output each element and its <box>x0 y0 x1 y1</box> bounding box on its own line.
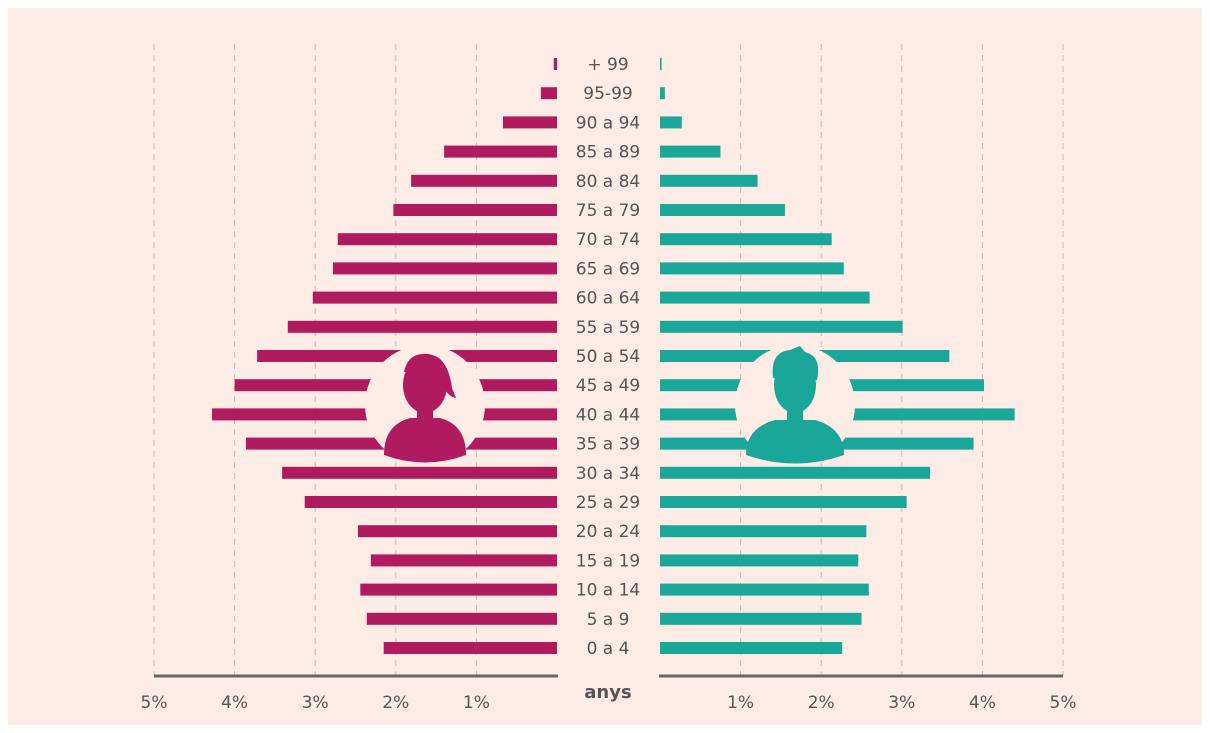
bar <box>660 262 844 275</box>
bar <box>553 58 557 70</box>
category-label: 50 a 54 <box>576 347 641 367</box>
x-tick-label: 4% <box>969 693 996 713</box>
category-label: 80 a 84 <box>576 172 641 192</box>
bar <box>660 554 859 567</box>
bar <box>383 642 557 654</box>
bar <box>660 204 785 216</box>
bar <box>332 262 557 275</box>
category-label: 55 a 59 <box>576 318 641 338</box>
bar <box>660 496 907 508</box>
bar <box>660 87 665 100</box>
category-label: 40 a 44 <box>576 405 641 425</box>
category-label: 10 a 14 <box>576 581 641 601</box>
category-label: 95-99 <box>583 84 632 104</box>
bar <box>660 525 867 538</box>
bar <box>660 233 832 246</box>
category-label: 35 a 39 <box>576 435 641 455</box>
category-label: 0 a 4 <box>587 639 630 659</box>
category-label: 90 a 94 <box>576 113 641 133</box>
x-tick-label: 5% <box>1050 693 1077 713</box>
bar <box>660 145 721 158</box>
background <box>8 8 1202 725</box>
bar <box>660 116 682 129</box>
bar <box>660 642 843 654</box>
bar <box>287 320 557 333</box>
bar <box>660 291 870 304</box>
bar <box>312 291 557 304</box>
category-label: 60 a 64 <box>576 289 641 309</box>
bar <box>660 583 869 596</box>
bar <box>660 58 662 70</box>
bar <box>660 612 862 625</box>
category-label: 25 a 29 <box>576 493 641 513</box>
bar <box>304 496 557 508</box>
x-tick-label: 1% <box>727 693 754 713</box>
x-tick-label: 2% <box>808 693 835 713</box>
category-label: 5 a 9 <box>587 610 630 630</box>
category-label: 75 a 79 <box>576 201 641 221</box>
bar <box>366 612 557 625</box>
bars <box>212 58 1015 654</box>
bar <box>660 174 758 187</box>
bar <box>337 233 557 246</box>
category-label: 85 a 89 <box>576 143 641 163</box>
bar <box>360 583 557 596</box>
bar <box>540 87 557 100</box>
category-label: 70 a 74 <box>576 230 641 250</box>
labels: 1% 1% 2% 2% 3% 3% 4% 4% 5% 5% 0 a 4 5 a 9 10 a 14 15 … <box>141 55 1077 713</box>
bar <box>660 466 931 479</box>
bar <box>357 525 557 538</box>
category-label: 20 a 24 <box>576 522 641 542</box>
x-tick-label: 3% <box>302 693 329 713</box>
x-tick-label: 3% <box>888 693 915 713</box>
x-tick-label: 1% <box>463 693 490 713</box>
x-tick-label: 5% <box>141 693 168 713</box>
x-tick-label: 2% <box>382 693 409 713</box>
man-icon <box>735 345 855 465</box>
bar <box>411 174 557 187</box>
bar <box>502 116 557 129</box>
category-label: 30 a 34 <box>576 464 641 484</box>
category-label: + 99 <box>587 55 628 75</box>
bar <box>444 145 557 158</box>
woman-icon <box>365 345 485 465</box>
axis-label: anys <box>584 682 631 703</box>
bar <box>370 554 557 567</box>
bar <box>393 204 557 216</box>
bar <box>660 320 903 333</box>
category-label: 15 a 19 <box>576 551 641 571</box>
x-tick-label: 4% <box>221 693 248 713</box>
bar <box>282 466 557 479</box>
category-label: 65 a 69 <box>576 259 641 279</box>
category-label: 45 a 49 <box>576 376 641 396</box>
